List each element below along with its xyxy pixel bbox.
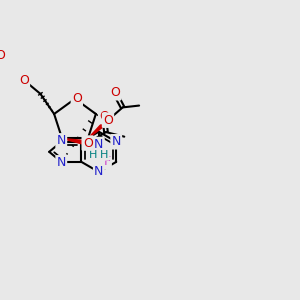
Text: F: F: [103, 155, 111, 168]
Text: O: O: [0, 49, 5, 62]
Text: O: O: [83, 136, 93, 150]
Text: N: N: [112, 135, 121, 148]
Text: H: H: [89, 150, 98, 160]
Text: N: N: [94, 165, 104, 178]
Text: O: O: [19, 74, 29, 87]
Text: H: H: [100, 150, 109, 160]
Polygon shape: [88, 118, 110, 139]
Text: N: N: [94, 138, 104, 151]
Text: N: N: [57, 156, 66, 169]
Text: O: O: [110, 86, 120, 99]
Text: O: O: [103, 114, 113, 127]
Text: O: O: [99, 110, 109, 123]
Text: O: O: [72, 92, 82, 105]
Polygon shape: [62, 139, 88, 145]
Text: N: N: [57, 134, 66, 147]
